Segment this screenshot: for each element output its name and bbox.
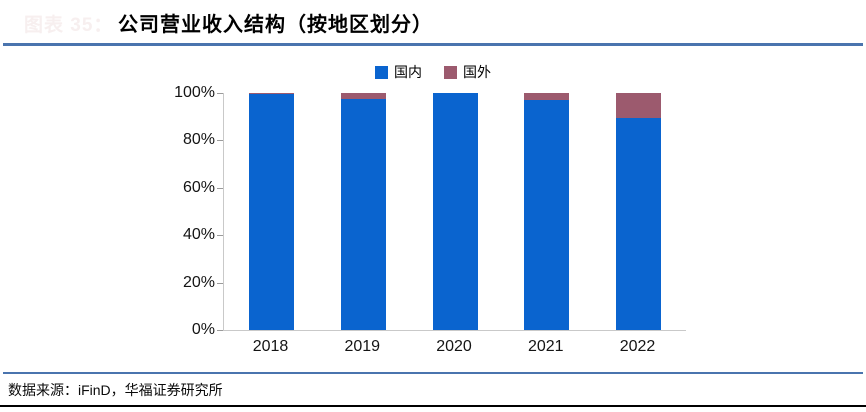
header-divider — [3, 43, 863, 46]
bar-segment-2021-foreign — [524, 93, 570, 101]
y-axis-tick — [217, 282, 223, 284]
y-axis-label-40%: 40% — [182, 226, 215, 244]
bar-segment-2019-foreign — [340, 93, 386, 99]
bar-segment-2018-domestic — [249, 93, 294, 330]
footer-divider-blue — [3, 372, 863, 374]
x-axis-label-2021: 2021 — [527, 338, 564, 355]
data-source-note: 数据来源：iFinD，华福证券研究所 — [8, 382, 223, 398]
y-axis-label-80%: 80% — [182, 131, 215, 149]
y-axis-label-60%: 60% — [182, 178, 215, 196]
y-axis-label-100%: 100% — [174, 84, 215, 101]
domestic-swatch-icon — [375, 65, 388, 79]
x-axis-label-2022: 2022 — [619, 338, 656, 355]
bar-segment-2020-domestic — [432, 93, 478, 330]
y-axis-tick — [217, 235, 223, 237]
plot-area — [223, 93, 686, 331]
y-axis-tick — [217, 93, 223, 94]
chart-title: 公司营业收入结构（按地区划分） — [118, 14, 433, 36]
bar-segment-2021-domestic — [524, 100, 570, 330]
bar-segment-2022-domestic — [616, 117, 661, 330]
y-axis-label-0%: 0% — [191, 321, 215, 338]
bar-segment-2018-foreign — [249, 93, 294, 94]
y-axis-label-20%: 20% — [182, 273, 215, 291]
legend-label: 国外 — [463, 64, 491, 80]
foreign-swatch-icon — [444, 65, 457, 79]
x-axis-label-2018: 2018 — [252, 338, 289, 355]
legend-item-foreign: 国外 — [444, 62, 491, 82]
y-axis-tick — [217, 187, 223, 189]
bar-segment-2019-domestic — [340, 98, 386, 330]
y-axis-tick — [217, 330, 223, 331]
y-axis-tick — [217, 140, 223, 142]
legend-item-domestic: 国内 — [375, 62, 422, 82]
bar-segment-2022-foreign — [616, 93, 661, 118]
x-axis-label-2020: 2020 — [436, 338, 472, 355]
x-axis-label-2019: 2019 — [344, 338, 381, 355]
legend-label: 国内 — [394, 64, 422, 80]
chart-legend: 国内 国外 — [0, 62, 866, 82]
footer-divider-black — [0, 405, 866, 407]
figure-number-label: 图表 35： — [24, 15, 114, 36]
